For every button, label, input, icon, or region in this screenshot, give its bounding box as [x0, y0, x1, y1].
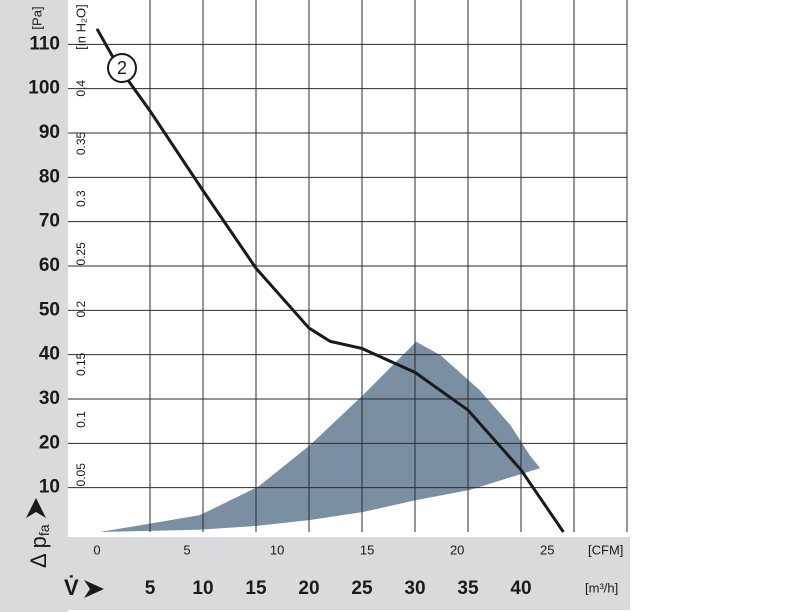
y-axis-title-main: Δ p — [26, 536, 51, 568]
x2-tick-label: 15 — [360, 542, 374, 557]
y-tick-label: 90 — [39, 122, 60, 143]
y-axis-title: Δ pfa — [26, 524, 52, 568]
x-tick-label: 40 — [510, 578, 531, 599]
y-tick-label: 100 — [28, 78, 60, 99]
x2-unit-label: [CFM] — [588, 542, 623, 557]
y-tick-label: 60 — [39, 255, 60, 276]
x-tick-label: 20 — [298, 578, 319, 599]
y-tick-label: 10 — [39, 477, 60, 498]
y-tick-label: 80 — [39, 166, 60, 187]
x2-tick-label: 10 — [270, 542, 284, 557]
x-tick-label: 10 — [192, 578, 213, 599]
axis-band — [0, 537, 630, 610]
x-unit-label: [m³/h] — [585, 580, 618, 595]
y2-tick-label: 0.3 — [74, 190, 88, 207]
y-tick-label: 110 — [29, 33, 60, 54]
x-tick-label: 15 — [245, 578, 267, 599]
y-unit-label: [Pa] — [29, 6, 44, 29]
y-tick-label: 30 — [39, 388, 60, 409]
x-tick-label: 35 — [457, 578, 479, 599]
y2-tick-label: 0.35 — [74, 131, 88, 155]
y2-tick-label: 0.2 — [74, 300, 88, 317]
x2-tick-label: 5 — [183, 542, 190, 557]
x2-tick-label: 0 — [93, 542, 100, 557]
y2-tick-label: 0.25 — [74, 242, 88, 266]
y2-tick-label: 0.4 — [74, 80, 88, 97]
y-tick-label: 50 — [39, 299, 60, 320]
y-tick-label: 70 — [39, 211, 60, 232]
x2-tick-label: 20 — [450, 542, 464, 557]
operating-range — [100, 341, 541, 532]
curve-label-circle — [107, 53, 137, 83]
x-tick-label: 5 — [145, 578, 156, 599]
y2-unit-label: [in H₂O] — [73, 4, 88, 50]
y2-tick-label: 0.05 — [74, 463, 88, 487]
x2-tick-label: 25 — [540, 542, 554, 557]
y-axis-title-sub: fa — [36, 524, 52, 536]
x-tick-label: 30 — [404, 578, 425, 599]
y-axis-arrow — [26, 498, 46, 518]
curve — [95, 28, 565, 533]
x-tick-label: 25 — [351, 578, 373, 599]
y-tick-label: 20 — [39, 432, 60, 453]
x-axis-title: V̇ — [64, 575, 79, 600]
x-axis-arrow — [84, 580, 104, 598]
y-tick-label: 40 — [39, 344, 60, 365]
y2-tick-label: 0.15 — [74, 352, 88, 376]
curve-label: 2 — [117, 58, 127, 78]
y2-tick-label: 0.1 — [74, 411, 88, 428]
